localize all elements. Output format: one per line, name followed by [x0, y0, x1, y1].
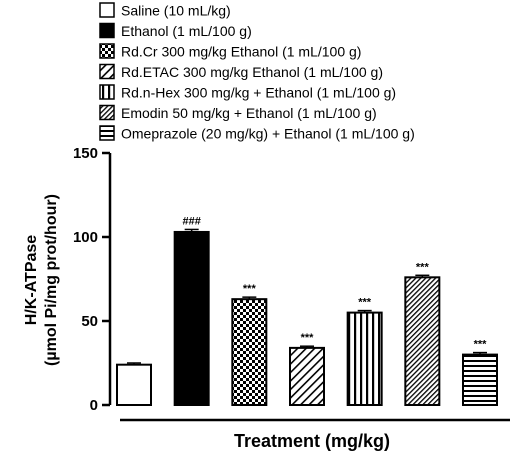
legend-label: Rd.Cr 300 mg/kg Ethanol (1 mL/100 g)	[121, 44, 361, 60]
x-axis-label: Treatment (mg/kg)	[234, 431, 390, 451]
legend: Saline (10 mL/kg) Ethanol (1 mL/100 g) Rd.…	[99, 2, 415, 142]
bar	[231, 298, 268, 406]
significance-label: ***	[358, 297, 372, 309]
legend-label: Emodin 50 mg/kg + Ethanol (1 mL/100 g)	[121, 105, 377, 121]
y-tick-label: 0	[90, 397, 98, 414]
y-tick-label: 50	[81, 313, 98, 330]
legend-label: Rd.ETAC 300 mg/kg Ethanol (1 mL/100 g)	[121, 64, 383, 80]
y-tick-label: 150	[73, 145, 98, 162]
significance-label: ###	[182, 215, 200, 227]
bar	[404, 276, 441, 407]
bars: ### *** *** *** *** ***	[116, 215, 498, 407]
significance-label: ***	[301, 332, 315, 344]
legend-swatch	[99, 104, 115, 121]
y-axis: 0 50 100 150	[73, 145, 112, 414]
significance-label: ***	[474, 339, 488, 351]
legend-label: Omeprazole (20 mg/kg) + Ethanol (1 mL/10…	[121, 126, 415, 142]
legend-label: Rd.n-Hex 300 mg/kg + Ethanol (1 mL/100 g…	[121, 85, 396, 101]
legend-swatch	[99, 125, 115, 141]
significance-label: ***	[416, 261, 430, 273]
legend-label: Ethanol (1 mL/100 g)	[121, 23, 252, 39]
y-axis-label-line2: (µmol Pi/mg prot/hour)	[43, 194, 60, 366]
legend-swatch	[99, 63, 115, 80]
legend-swatch	[99, 2, 115, 18]
y-axis-label-line1: H/K-ATPase	[23, 235, 40, 325]
bar	[346, 311, 383, 407]
legend-swatch	[99, 22, 115, 39]
bar	[173, 230, 210, 406]
legend-swatch	[99, 84, 115, 100]
legend-swatch	[99, 43, 115, 59]
bar	[462, 353, 498, 407]
bar	[116, 363, 152, 406]
bar	[289, 346, 325, 407]
y-tick-label: 100	[73, 229, 98, 246]
legend-label: Saline (10 mL/kg)	[121, 3, 231, 19]
significance-label: ***	[243, 283, 257, 295]
